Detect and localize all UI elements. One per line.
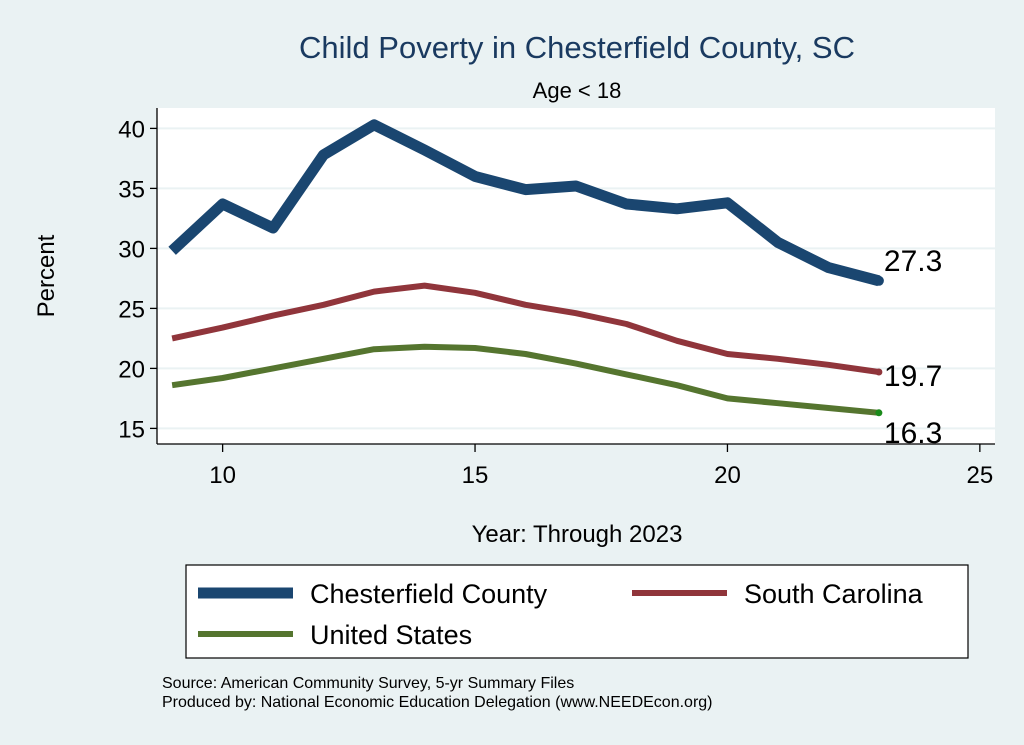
- end-label-chesterfield-county: 27.3: [884, 245, 942, 278]
- y-tick-label: 35: [118, 176, 145, 203]
- legend-box: [185, 564, 969, 659]
- legend-label-chesterfield-county: Chesterfield County: [310, 579, 548, 609]
- end-marker-chesterfield-county: [873, 275, 884, 286]
- legend: Chesterfield County South Carolina United …: [185, 564, 969, 659]
- source-note: Source: American Community Survey, 5-yr …: [162, 675, 574, 692]
- chart-subtitle: Age < 18: [533, 78, 622, 103]
- x-tick-label: 10: [209, 462, 236, 489]
- y-tick-label: 15: [118, 416, 145, 443]
- series-line-united-states: [171, 343, 880, 416]
- series-lines: [168, 119, 881, 416]
- y-tick-label: 40: [118, 116, 145, 143]
- x-tick-label: 15: [462, 462, 489, 489]
- x-tick-label: 20: [714, 462, 741, 489]
- y-tick-label: 30: [118, 236, 145, 263]
- chart-title: Child Poverty in Chesterfield County, SC: [299, 30, 855, 65]
- y-tick-label: 25: [118, 296, 145, 323]
- y-axis-ticks: 15 20 25 30 35 40: [118, 116, 157, 443]
- end-marker-united-states: [875, 409, 883, 417]
- end-marker-south-carolina: [875, 368, 883, 376]
- legend-label-south-carolina: South Carolina: [744, 579, 924, 609]
- series-line-south-carolina: [171, 282, 880, 375]
- series-line-chesterfield-county: [168, 119, 881, 287]
- x-axis-ticks: 10 15 20 25: [209, 444, 993, 489]
- y-tick-label: 20: [118, 356, 145, 383]
- x-tick-label: 25: [967, 462, 994, 489]
- producer-note: Produced by: National Economic Education…: [162, 694, 713, 711]
- x-axis-title: Year: Through 2023: [472, 521, 683, 548]
- end-label-united-states: 16.3: [884, 417, 942, 450]
- legend-label-united-states: United States: [310, 620, 472, 650]
- end-label-south-carolina: 19.7: [884, 360, 942, 393]
- y-axis-title: Percent: [33, 234, 60, 317]
